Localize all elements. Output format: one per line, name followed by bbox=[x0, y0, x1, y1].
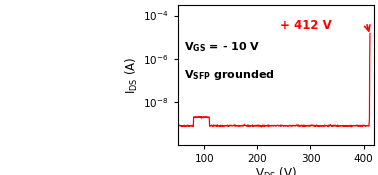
Text: $\mathbf{V_{SFP}}$ grounded: $\mathbf{V_{SFP}}$ grounded bbox=[184, 68, 274, 82]
Text: + 412 V: + 412 V bbox=[280, 19, 332, 32]
Y-axis label: I$_{\mathrm{DS}}$ (A): I$_{\mathrm{DS}}$ (A) bbox=[124, 57, 140, 94]
X-axis label: V$_{\mathrm{DS}}$ (V): V$_{\mathrm{DS}}$ (V) bbox=[255, 166, 297, 175]
Text: $\mathbf{V_{GS}}$ = - 10 V: $\mathbf{V_{GS}}$ = - 10 V bbox=[184, 40, 260, 54]
